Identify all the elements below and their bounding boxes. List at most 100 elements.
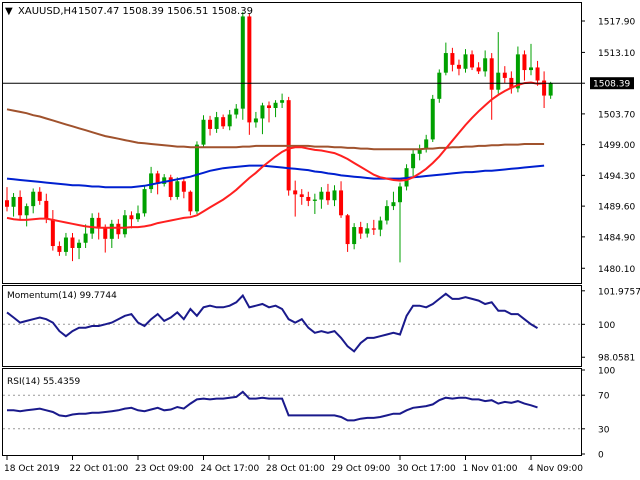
candle[interactable] — [90, 213, 95, 239]
candle[interactable] — [214, 111, 219, 133]
candle[interactable] — [509, 71, 514, 94]
candle[interactable] — [109, 219, 114, 248]
momentum-panel[interactable] — [3, 292, 581, 353]
candle[interactable] — [201, 115, 206, 148]
candle[interactable] — [260, 102, 265, 135]
candle[interactable] — [299, 189, 304, 205]
price-tick-label: 1503.70 — [598, 110, 635, 120]
candle[interactable] — [443, 42, 448, 76]
candle[interactable] — [365, 223, 370, 238]
candle[interactable] — [417, 144, 422, 161]
momentum-line[interactable] — [6, 292, 539, 353]
candle[interactable] — [240, 11, 245, 120]
rsi-panel[interactable] — [3, 390, 581, 430]
candle[interactable] — [463, 49, 468, 73]
candle[interactable] — [535, 60, 540, 86]
candle[interactable] — [476, 62, 481, 74]
candle[interactable] — [136, 205, 140, 222]
candle[interactable] — [181, 178, 186, 199]
candle[interactable] — [319, 187, 324, 209]
candle[interactable] — [234, 104, 239, 119]
candle-body — [201, 119, 206, 145]
candle[interactable] — [37, 187, 42, 205]
candle[interactable] — [188, 190, 193, 216]
candle[interactable] — [352, 223, 357, 250]
candle[interactable] — [175, 177, 180, 200]
candle[interactable] — [122, 210, 127, 238]
candle[interactable] — [227, 109, 232, 131]
candle-body — [109, 223, 114, 239]
candle[interactable] — [149, 166, 154, 194]
candle[interactable] — [378, 216, 383, 237]
candle[interactable] — [129, 211, 134, 229]
candle[interactable] — [371, 219, 376, 235]
candle[interactable] — [208, 115, 213, 136]
candle[interactable] — [57, 241, 62, 256]
candle[interactable] — [11, 193, 16, 217]
candle[interactable] — [5, 187, 9, 212]
candle[interactable] — [502, 66, 507, 84]
candle[interactable] — [247, 13, 252, 135]
candle[interactable] — [411, 149, 416, 177]
candle[interactable] — [50, 210, 55, 251]
main-panel[interactable] — [3, 11, 581, 263]
candle[interactable] — [221, 114, 226, 129]
candle[interactable] — [470, 50, 475, 71]
candle[interactable] — [116, 219, 121, 239]
candle[interactable] — [358, 221, 363, 239]
candle-body — [103, 227, 108, 239]
moving-average-slow-line[interactable] — [6, 108, 545, 151]
candle[interactable] — [398, 182, 402, 263]
candle[interactable] — [332, 185, 337, 207]
candle[interactable] — [325, 183, 330, 205]
rsi-line[interactable] — [7, 390, 538, 422]
candle-body — [483, 58, 488, 72]
candle[interactable] — [437, 69, 442, 103]
candle[interactable] — [430, 94, 435, 143]
candle[interactable] — [391, 191, 396, 211]
candle[interactable] — [96, 212, 101, 240]
candle[interactable] — [103, 224, 108, 253]
candle[interactable] — [542, 71, 547, 109]
ohlc-readout: 1507.47 1508.39 1506.51 1508.39 — [78, 6, 253, 17]
candle[interactable] — [522, 50, 527, 81]
candle[interactable] — [345, 213, 350, 252]
candle[interactable] — [194, 141, 199, 214]
candle[interactable] — [529, 43, 533, 76]
candle[interactable] — [63, 232, 68, 256]
candle[interactable] — [280, 93, 285, 109]
candle[interactable] — [293, 180, 298, 217]
candle[interactable] — [18, 190, 23, 220]
moving-average-mid-line[interactable] — [6, 164, 545, 189]
candle[interactable] — [31, 188, 36, 214]
candle-body — [339, 190, 344, 216]
candle[interactable] — [162, 174, 167, 187]
candle[interactable] — [489, 53, 494, 120]
candle[interactable] — [168, 174, 173, 201]
candle[interactable] — [267, 101, 271, 123]
candle[interactable] — [339, 181, 344, 218]
candle[interactable] — [142, 185, 147, 217]
rsi-tick-label: 100 — [598, 367, 615, 377]
candle[interactable] — [548, 81, 553, 99]
moving-average-fast-line[interactable] — [6, 81, 545, 229]
candle[interactable] — [424, 134, 429, 153]
candle[interactable] — [70, 232, 75, 262]
candle-body — [260, 105, 265, 119]
candle[interactable] — [312, 193, 317, 214]
collapse-arrow-icon[interactable]: ▼ — [5, 6, 13, 17]
time-tick-label: 29 Oct 09:00 — [332, 464, 391, 474]
candle[interactable] — [273, 100, 278, 118]
candle[interactable] — [483, 50, 488, 77]
candle[interactable] — [456, 59, 461, 76]
candle[interactable] — [77, 239, 82, 260]
candle[interactable] — [253, 111, 258, 128]
candle[interactable] — [24, 203, 29, 227]
candle[interactable] — [450, 47, 455, 72]
candle-body — [162, 177, 167, 184]
candle[interactable] — [496, 32, 501, 94]
candle[interactable] — [306, 191, 311, 207]
candle[interactable] — [83, 224, 88, 248]
candle[interactable] — [384, 200, 389, 225]
